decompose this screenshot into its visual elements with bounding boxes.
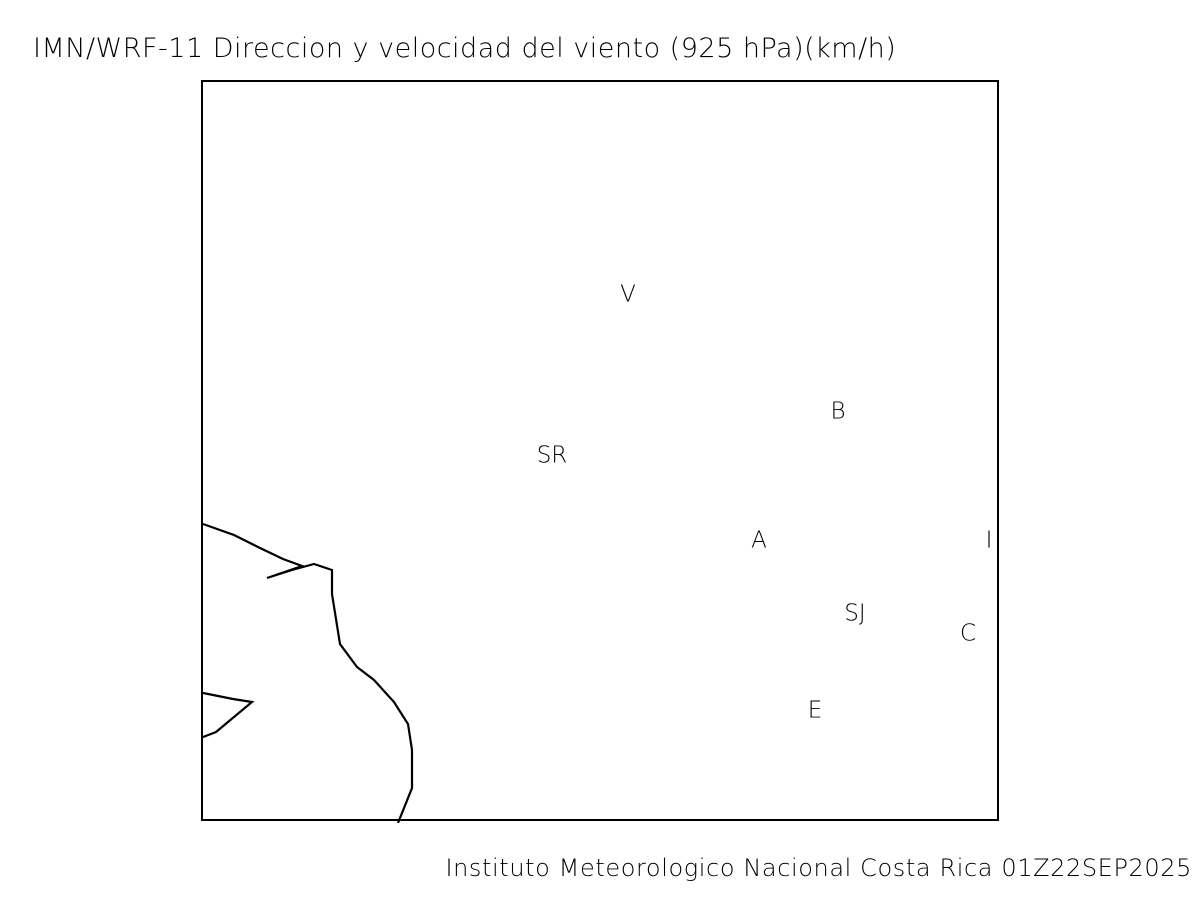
- station-label-v: V: [620, 281, 636, 308]
- coastline-paths: [203, 522, 414, 823]
- coastline-overlay: [203, 522, 414, 823]
- coastline-pacific-coast-main: [203, 522, 414, 823]
- map-frame: [201, 80, 999, 823]
- station-label-sr: SR: [536, 442, 568, 469]
- station-label-a: A: [751, 527, 767, 554]
- page-title: IMN/WRF-11 Direccion y velocidad del vie…: [33, 33, 897, 64]
- station-label-e: E: [807, 697, 823, 724]
- station-label-b: B: [830, 398, 846, 425]
- map-footer: Instituto Meteorologico Nacional Costa R…: [445, 854, 1192, 882]
- station-label-c: C: [959, 620, 977, 647]
- coastline-pacific-coast-inlet: [203, 691, 255, 739]
- station-label-sj: SJ: [844, 600, 866, 627]
- station-label-i: I: [985, 527, 993, 554]
